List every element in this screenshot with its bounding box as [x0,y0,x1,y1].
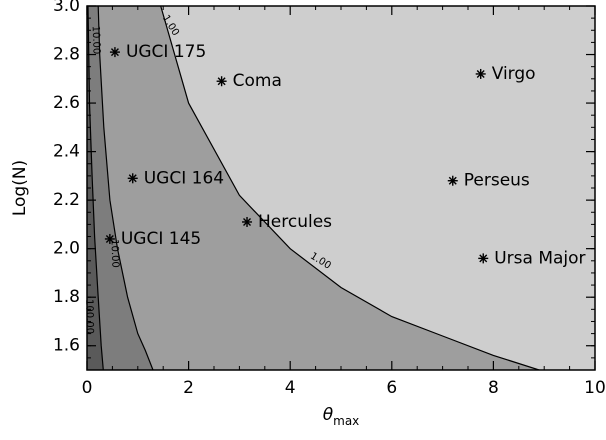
region-darkest [87,6,104,370]
x-tick-label: 0 [82,378,93,398]
point-label: UGCI 175 [126,42,206,62]
contour-label: 10.00 [90,25,102,54]
y-tick-label: 3.0 [53,0,80,16]
data-point [109,47,120,58]
x-axis-title: θmax [323,405,360,428]
data-point [104,233,115,244]
region-dark [87,6,153,370]
data-point [127,173,138,184]
x-axis-subscript: max [333,414,359,428]
point-label: Virgo [492,64,536,84]
y-tick-label: 2.2 [53,190,80,210]
data-point [475,68,486,79]
contour-label: 100.00 [83,299,95,334]
y-tick-label: 2.8 [53,45,80,65]
contour-line-1 [97,6,154,370]
y-tick-label: 1.6 [53,336,80,356]
y-tick-label: 2.6 [53,93,80,113]
contour-line-0 [160,6,540,370]
data-point [447,175,458,186]
y-tick-label: 2.0 [53,239,80,259]
x-tick-label: 10 [584,378,606,398]
point-label: Hercules [258,212,332,232]
x-tick-label: 2 [183,378,194,398]
point-label: Perseus [464,171,530,191]
x-axis-symbol: θ [323,405,334,425]
x-tick-label: 6 [386,378,397,398]
point-label: UGCI 164 [144,168,224,188]
data-point [242,216,253,227]
point-label: UGCI 145 [121,229,201,249]
y-tick-label: 2.4 [53,142,80,162]
point-label: Coma [233,71,282,91]
x-tick-label: 4 [285,378,296,398]
x-tick-label: 8 [488,378,499,398]
point-label: Ursa Major [494,248,585,268]
data-point [216,76,227,87]
contour-label: 10.00 [108,239,120,268]
data-point [478,253,489,264]
y-axis-title: Log(N) [10,160,30,216]
y-tick-label: 1.8 [53,287,80,307]
region-medium [87,6,540,370]
